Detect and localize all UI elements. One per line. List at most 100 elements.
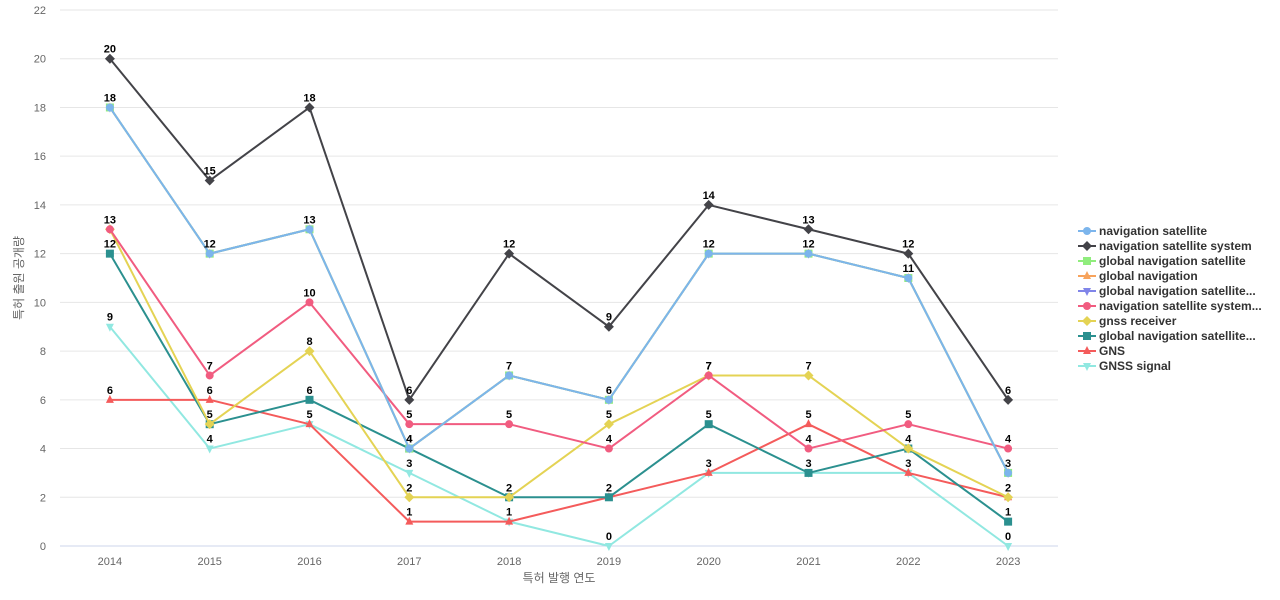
data-point[interactable]: [604, 444, 613, 453]
data-point[interactable]: [804, 419, 813, 428]
data-point[interactable]: [305, 419, 314, 428]
data-point[interactable]: [603, 419, 614, 430]
data-point[interactable]: [205, 445, 214, 454]
data-point[interactable]: [604, 543, 613, 551]
data-point[interactable]: [804, 249, 813, 258]
data-point[interactable]: [105, 225, 114, 234]
legend-item[interactable]: navigation satellite: [1078, 223, 1262, 238]
data-label: 12: [204, 239, 216, 251]
legend-item[interactable]: GNSS signal: [1078, 358, 1262, 373]
data-point[interactable]: [405, 516, 414, 525]
legend-item[interactable]: GNS: [1078, 343, 1262, 358]
data-point[interactable]: [804, 444, 813, 453]
data-point[interactable]: [1004, 543, 1013, 551]
data-point[interactable]: [405, 444, 414, 453]
data-point[interactable]: [803, 224, 814, 235]
data-point[interactable]: [105, 103, 114, 112]
data-label: 6: [406, 385, 412, 397]
data-point[interactable]: [105, 249, 114, 258]
data-point[interactable]: [904, 467, 913, 476]
data-label: 8: [306, 336, 312, 348]
legend-label: navigation satellite: [1099, 223, 1208, 238]
data-label: 7: [706, 360, 712, 372]
legend-item[interactable]: gnss receiver: [1078, 313, 1262, 328]
x-tick-label: 2016: [297, 556, 321, 568]
data-point[interactable]: [504, 492, 515, 503]
data-point[interactable]: [504, 248, 515, 259]
data-label: 5: [207, 409, 213, 421]
series-5: [105, 225, 1013, 453]
data-point[interactable]: [305, 298, 314, 307]
data-point[interactable]: [505, 371, 514, 380]
data-point[interactable]: [604, 493, 613, 502]
data-point[interactable]: [803, 370, 814, 381]
data-point[interactable]: [305, 225, 314, 234]
data-point[interactable]: [505, 420, 514, 429]
data-label: 6: [306, 385, 312, 397]
data-point[interactable]: [405, 469, 414, 478]
data-point[interactable]: [104, 53, 115, 64]
data-point[interactable]: [1004, 444, 1013, 453]
data-point[interactable]: [904, 420, 913, 429]
data-point[interactable]: [204, 419, 215, 430]
data-point[interactable]: [904, 274, 913, 282]
data-point[interactable]: [604, 395, 613, 404]
y-tick-label: 6: [40, 395, 46, 407]
data-point[interactable]: [105, 323, 114, 332]
data-point[interactable]: [304, 346, 315, 357]
data-label: 4: [406, 434, 413, 446]
legend-item[interactable]: global navigation satellite...: [1078, 328, 1262, 343]
legend-item[interactable]: global navigation: [1078, 268, 1262, 283]
data-point[interactable]: [704, 420, 713, 429]
data-point[interactable]: [903, 443, 914, 454]
data-point[interactable]: [804, 468, 813, 477]
data-label: 1: [506, 507, 512, 519]
data-point[interactable]: [1004, 517, 1013, 526]
series-line: [109, 106, 1009, 474]
data-point[interactable]: [703, 199, 714, 210]
y-tick-label: 10: [34, 297, 46, 309]
legend-item[interactable]: navigation satellite system...: [1078, 298, 1262, 313]
legend-marker-icon: [1078, 331, 1096, 340]
data-label: 5: [606, 409, 612, 421]
data-point[interactable]: [304, 102, 315, 113]
gridlines: [60, 9, 1058, 547]
data-label: 12: [703, 239, 715, 251]
legend-marker-icon: [1078, 301, 1096, 310]
data-point[interactable]: [505, 516, 514, 525]
data-label: 9: [606, 312, 612, 324]
series-line: [109, 253, 1009, 523]
data-label: 2: [1005, 482, 1011, 494]
data-point[interactable]: [305, 395, 314, 404]
data-point[interactable]: [205, 371, 214, 380]
legend-label: global navigation: [1099, 268, 1198, 283]
series-0: [105, 103, 1013, 477]
data-point[interactable]: [1003, 394, 1014, 405]
data-point[interactable]: [704, 467, 713, 476]
data-point[interactable]: [204, 175, 215, 186]
data-point[interactable]: [105, 394, 114, 403]
data-point[interactable]: [603, 321, 614, 332]
data-label: 4: [1005, 434, 1012, 446]
x-axis-ticks: 2014 2015 2016 2017 2018 2019 2020 2021 2022 2023: [98, 556, 1021, 568]
data-point[interactable]: [903, 248, 914, 259]
data-label: 5: [706, 409, 712, 421]
legend-item[interactable]: navigation satellite system: [1078, 238, 1262, 253]
y-tick-label: 12: [34, 249, 46, 261]
legend-item[interactable]: global navigation satellite: [1078, 253, 1262, 268]
legend-item[interactable]: global navigation satellite...: [1078, 283, 1262, 298]
x-tick-label: 2023: [996, 556, 1020, 568]
data-point[interactable]: [404, 492, 415, 503]
data-point[interactable]: [1004, 468, 1013, 477]
x-tick-label: 2017: [397, 556, 421, 568]
data-point[interactable]: [205, 249, 214, 258]
data-point[interactable]: [704, 249, 713, 258]
data-point[interactable]: [405, 420, 414, 429]
data-label: 2: [406, 482, 412, 494]
data-point[interactable]: [205, 394, 214, 403]
data-label: 9: [107, 312, 113, 324]
legend-marker-icon: [1078, 270, 1096, 279]
data-point[interactable]: [704, 371, 713, 380]
data-point[interactable]: [1003, 492, 1014, 503]
data-point[interactable]: [404, 394, 415, 405]
